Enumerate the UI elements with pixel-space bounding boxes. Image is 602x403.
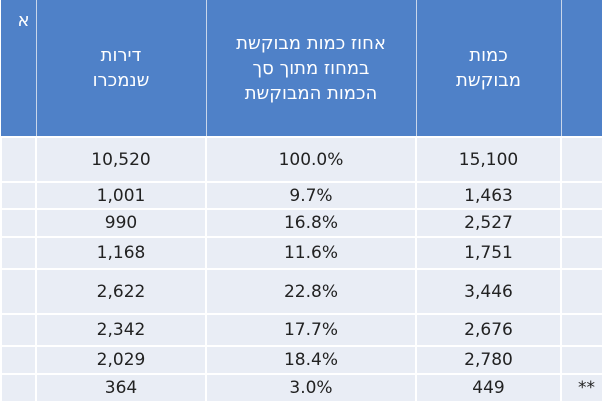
cell (0, 345, 37, 375)
cell: 2,342 (35, 313, 207, 347)
cell (0, 268, 37, 315)
header-text: דירות שנמכרו (92, 45, 150, 91)
note-cell: ** (560, 373, 602, 403)
cell (0, 236, 37, 270)
cell: 2,527 (415, 208, 562, 238)
cell (560, 313, 602, 347)
table-row: 990 16.8% 2,527 (0, 208, 602, 238)
cell (560, 236, 602, 270)
cell (560, 208, 602, 238)
table-row: 364 3.0% 449 ** (0, 373, 602, 403)
cell: 18.4% (205, 345, 417, 375)
cell: 1,001 (35, 181, 207, 210)
cell: 1,751 (415, 236, 562, 270)
cell (0, 313, 37, 347)
table-header: א דירות שנמכרו אחוז כמות מבוקשת במחוז מת… (1, 0, 602, 137)
cell (0, 373, 37, 403)
cell: 1,463 (415, 181, 562, 210)
cell: 990 (35, 208, 207, 238)
cell: 2,029 (35, 345, 207, 375)
header-cell (561, 0, 602, 137)
table-body: 10,520 100.0% 15,100 1,001 9.7% 1,463 990 16.8%… (0, 136, 602, 403)
header-row: א דירות שנמכרו אחוז כמות מבוקשת במחוז מת… (1, 0, 602, 137)
table-row: 2,622 22.8% 3,446 (0, 268, 602, 315)
header-cell: דירות שנמכרו (36, 0, 207, 137)
cell (560, 136, 602, 183)
cell: 2,622 (35, 268, 207, 315)
cell: 22.8% (205, 268, 417, 315)
header-cell: כמות מבוקשת (416, 0, 562, 137)
cell: 1,168 (35, 236, 207, 270)
table-row: 2,342 17.7% 2,676 (0, 313, 602, 347)
header-cell: א (1, 0, 37, 137)
table-row: 10,520 100.0% 15,100 (0, 136, 602, 183)
cell (0, 181, 37, 210)
cell (0, 208, 37, 238)
table-row: 2,029 18.4% 2,780 (0, 345, 602, 375)
header-cell: אחוז כמות מבוקשת במחוז מתוך סך הכמות המב… (206, 0, 417, 137)
table-row: 1,001 9.7% 1,463 (0, 181, 602, 210)
cell: 15,100 (415, 136, 562, 183)
cell (560, 268, 602, 315)
cell: 10,520 (35, 136, 207, 183)
cell: 2,780 (415, 345, 562, 375)
cell (560, 181, 602, 210)
cell: 3,446 (415, 268, 562, 315)
header-text: אחוז כמות מבוקשת במחוז מתוך סך הכמות המב… (236, 32, 386, 104)
cell: 16.8% (205, 208, 417, 238)
cell: 9.7% (205, 181, 417, 210)
table-row: 1,168 11.6% 1,751 (0, 236, 602, 270)
cell (0, 136, 37, 183)
cell: 3.0% (205, 373, 417, 403)
cell: 100.0% (205, 136, 417, 183)
cell: 11.6% (205, 236, 417, 270)
cell: 449 (415, 373, 562, 403)
header-text: כמות מבוקשת (456, 45, 521, 91)
cell: 2,676 (415, 313, 562, 347)
cell: 17.7% (205, 313, 417, 347)
cell: 364 (35, 373, 207, 403)
cell (560, 345, 602, 375)
